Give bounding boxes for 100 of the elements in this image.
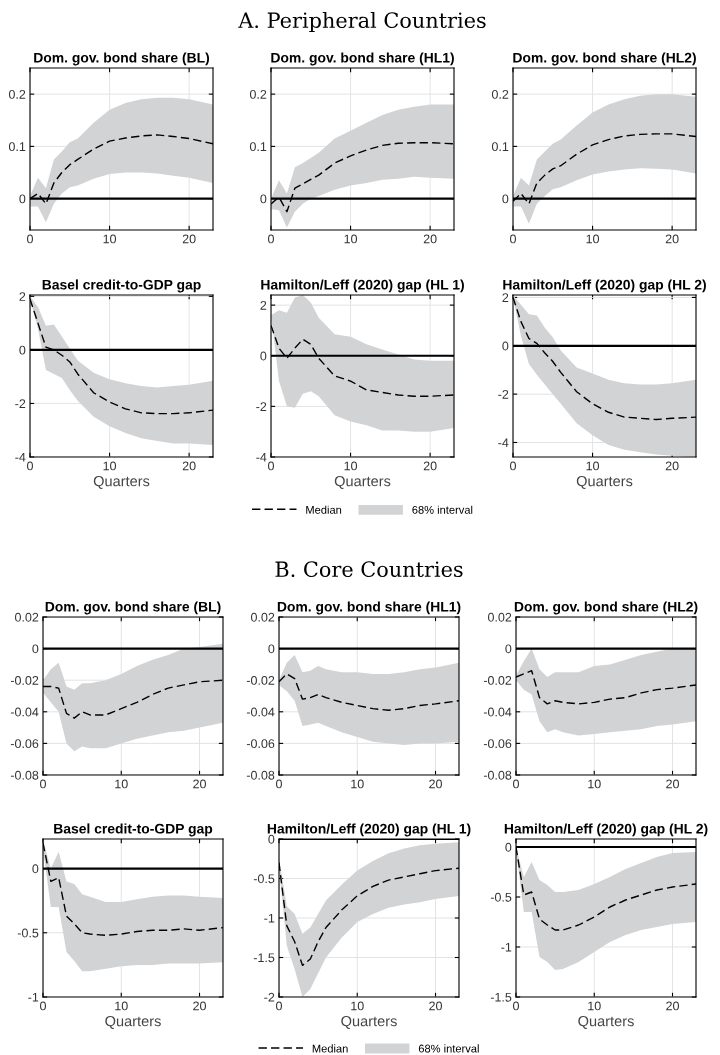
x-tick-label: 20 [665,461,679,471]
x-tick-label: 10 [344,461,358,471]
y-tick-label: -0.06 [246,739,275,749]
x-axis-title: Quarters [105,1015,161,1029]
y-tick-label: 0.1 [8,142,26,152]
chart-title: Dom. gov. bond share (HL2) [513,52,696,66]
chart-subtitle: A. Peripheral Countries [238,11,486,33]
y-tick-label: -2 [498,389,509,399]
x-tick-label: 10 [586,461,600,471]
y-tick-label: 0.2 [8,89,26,99]
y-tick-label: 0 [19,194,26,204]
chart-title: Dom. gov. bond share (HL1) [277,601,461,615]
y-tick-label: 0 [32,864,39,874]
y-tick-label: 0 [19,345,26,355]
y-tick-label: -0.04 [483,707,512,717]
x-tick-label: 0 [276,779,282,789]
y-tick-label: -0.04 [246,707,275,717]
y-tick-label: -1 [501,942,512,952]
y-tick-label: -4 [498,438,509,448]
x-tick-label: 20 [182,234,196,244]
y-tick-label: 2 [19,292,26,301]
x-tick-label: 0 [40,779,46,789]
y-tick-label: 0 [268,834,275,844]
x-axis-title: Quarters [93,475,150,489]
y-tick-label: 0.2 [491,89,509,99]
chart-subtitle: B. Core Countries [275,561,463,578]
x-tick-label: 20 [666,779,679,789]
chart-title: Basel credit-to-GDP gap [54,823,213,837]
x-tick-label: 0 [276,1001,282,1011]
x-tick-label: 10 [344,234,358,244]
y-tick-label: 0 [505,644,512,654]
y-tick-label: -0.08 [10,770,39,780]
x-axis-title: Quarters [334,475,391,489]
y-tick-label: -0.08 [246,770,275,780]
x-axis-title: Quarters [341,1015,397,1029]
x-tick-label: 20 [193,779,206,789]
x-tick-label: 20 [666,1001,679,1011]
x-tick-label: 0 [40,1001,46,1011]
y-tick-label: -2 [264,992,275,1002]
y-tick-label: 0 [32,644,39,654]
y-tick-label: 0 [505,842,512,852]
y-tick-label: -4 [15,452,26,462]
chart-title: Basel credit-to-GDP gap [42,279,201,293]
x-tick-label: 10 [103,234,117,244]
y-tick-label: 0 [260,351,267,361]
text: 68% interval [412,505,473,514]
y-tick-label: -0.02 [10,676,39,685]
text: 68% interval [418,1044,479,1053]
x-tick-label: 0 [513,779,519,789]
chart-title: Hamilton/Leff (2020) gap (HL 2) [503,279,706,293]
legend-label: Median [312,1044,348,1053]
chart-title: Dom. gov. bond share (BL) [45,601,221,615]
y-tick-label: 0.02 [251,612,275,622]
x-axis-title: Quarters [576,475,633,489]
y-tick-label: 0.02 [15,612,39,622]
x-tick-label: 10 [115,1001,128,1011]
y-tick-label: 0 [502,341,509,351]
x-tick-label: 10 [351,1001,364,1011]
y-tick-label: 2 [502,293,509,302]
x-tick-label: 20 [182,461,196,471]
x-tick-label: 20 [429,779,442,789]
x-tick-label: 20 [193,1001,206,1011]
y-tick-label: 0.1 [249,142,267,152]
y-tick-label: 2 [260,300,267,310]
x-tick-label: 10 [588,779,601,789]
y-tick-label: -0.5 [490,892,512,902]
chart-title: Dom. gov. bond share (HL2) [514,601,698,615]
y-tick-label: 0.2 [249,89,267,99]
y-tick-label: -1 [28,992,39,1002]
y-tick-label: -1.5 [253,953,275,963]
y-tick-label: 0 [502,194,509,204]
chart-title: Dom. gov. bond share (HL1) [271,52,454,66]
chart-title: Hamilton/Leff (2020) gap (HL 1) [261,279,464,293]
y-tick-label: 0 [268,644,275,654]
y-tick-label: 0.1 [491,142,509,152]
x-tick-label: 0 [513,1001,519,1011]
y-tick-label: -2 [15,399,26,408]
x-axis-title: Quarters [578,1015,634,1029]
y-tick-label: -2 [256,402,267,411]
x-tick-label: 20 [665,234,679,244]
x-tick-label: 10 [586,234,600,244]
y-tick-label: -0.06 [10,739,39,749]
y-tick-label: -0.04 [10,707,39,717]
y-tick-label: -0.02 [483,676,512,685]
y-tick-label: -0.06 [483,739,512,749]
y-tick-label: -0.5 [253,874,275,884]
x-tick-label: 10 [351,779,364,789]
chart-title: Hamilton/Leff (2020) gap (HL 2) [504,823,708,837]
y-tick-label: 0.02 [488,612,512,622]
x-tick-label: 10 [103,461,117,471]
legend-label: Median [306,505,342,514]
y-tick-label: -0.08 [483,770,512,780]
y-tick-label: -0.5 [17,928,39,938]
x-tick-label: 20 [429,1001,442,1011]
x-tick-label: 20 [423,461,437,471]
x-tick-label: 10 [588,1001,601,1011]
y-tick-label: -4 [256,452,267,462]
y-tick-label: -1.5 [490,992,512,1002]
y-tick-label: -0.02 [246,676,275,685]
x-tick-label: 20 [423,234,437,244]
